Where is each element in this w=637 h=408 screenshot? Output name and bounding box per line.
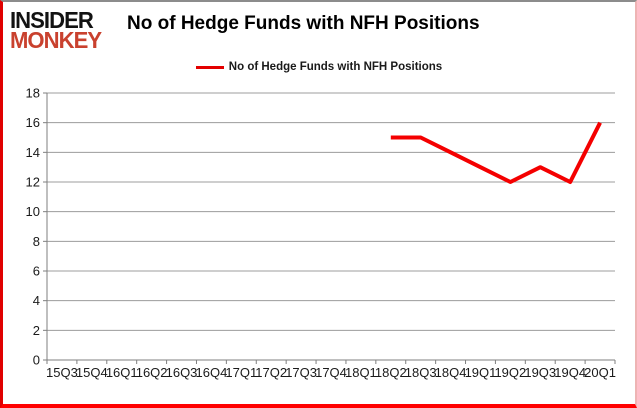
legend: No of Hedge Funds with NFH Positions — [3, 61, 635, 73]
x-axis-tick-label: 16Q2 — [136, 365, 168, 380]
y-axis-tick-label: 0 — [33, 353, 40, 368]
logo-text-insider: INSIDER — [10, 7, 94, 33]
x-axis-tick-label: 19Q1 — [465, 365, 497, 380]
x-axis-tick-label: 19Q3 — [524, 365, 556, 380]
x-axis-tick-label: 19Q2 — [494, 365, 526, 380]
y-axis-tick-label: 2 — [33, 323, 40, 338]
legend-series-label: No of Hedge Funds with NFH Positions — [228, 61, 443, 73]
y-axis-tick-label: 4 — [33, 293, 40, 308]
y-axis-tick-label: 18 — [26, 86, 40, 101]
x-axis-tick-label: 17Q1 — [225, 365, 257, 380]
x-axis-tick-label: 19Q4 — [554, 365, 586, 380]
y-axis-tick-label: 8 — [33, 234, 40, 249]
series-line — [390, 121, 602, 184]
x-axis-tick-label: 15Q4 — [76, 365, 108, 380]
x-axis-tick-label: 15Q3 — [46, 365, 78, 380]
chart-title: No of Hedge Funds with NFH Positions — [127, 13, 480, 34]
y-axis-tick-label: 6 — [33, 264, 40, 279]
y-axis-tick-label: 10 — [26, 204, 40, 219]
x-axis-tick-label: 16Q3 — [166, 365, 198, 380]
x-axis-tick-label: 17Q2 — [255, 365, 287, 380]
y-axis-tick-label: 12 — [26, 175, 40, 190]
legend-line-swatch — [195, 65, 224, 69]
insider-monkey-logo: INSIDER MONKEY — [10, 7, 102, 54]
x-axis-tick-label: 18Q4 — [435, 365, 467, 380]
x-axis-tick-label: 16Q1 — [106, 365, 138, 380]
x-axis-tick-label: 17Q3 — [285, 365, 317, 380]
x-axis-tick-label: 18Q2 — [375, 365, 407, 380]
x-axis-tick-label: 18Q1 — [345, 365, 377, 380]
x-axis-tick-label: 18Q3 — [405, 365, 437, 380]
logo-text-monkey: MONKEY — [10, 27, 102, 54]
y-axis-tick-label: 14 — [26, 145, 40, 160]
y-axis-tick-label: 16 — [26, 115, 40, 130]
x-axis-tick-label: 20Q1 — [584, 365, 616, 380]
x-axis-tick-label: 16Q4 — [196, 365, 228, 380]
x-axis-tick-label: 17Q4 — [315, 365, 347, 380]
